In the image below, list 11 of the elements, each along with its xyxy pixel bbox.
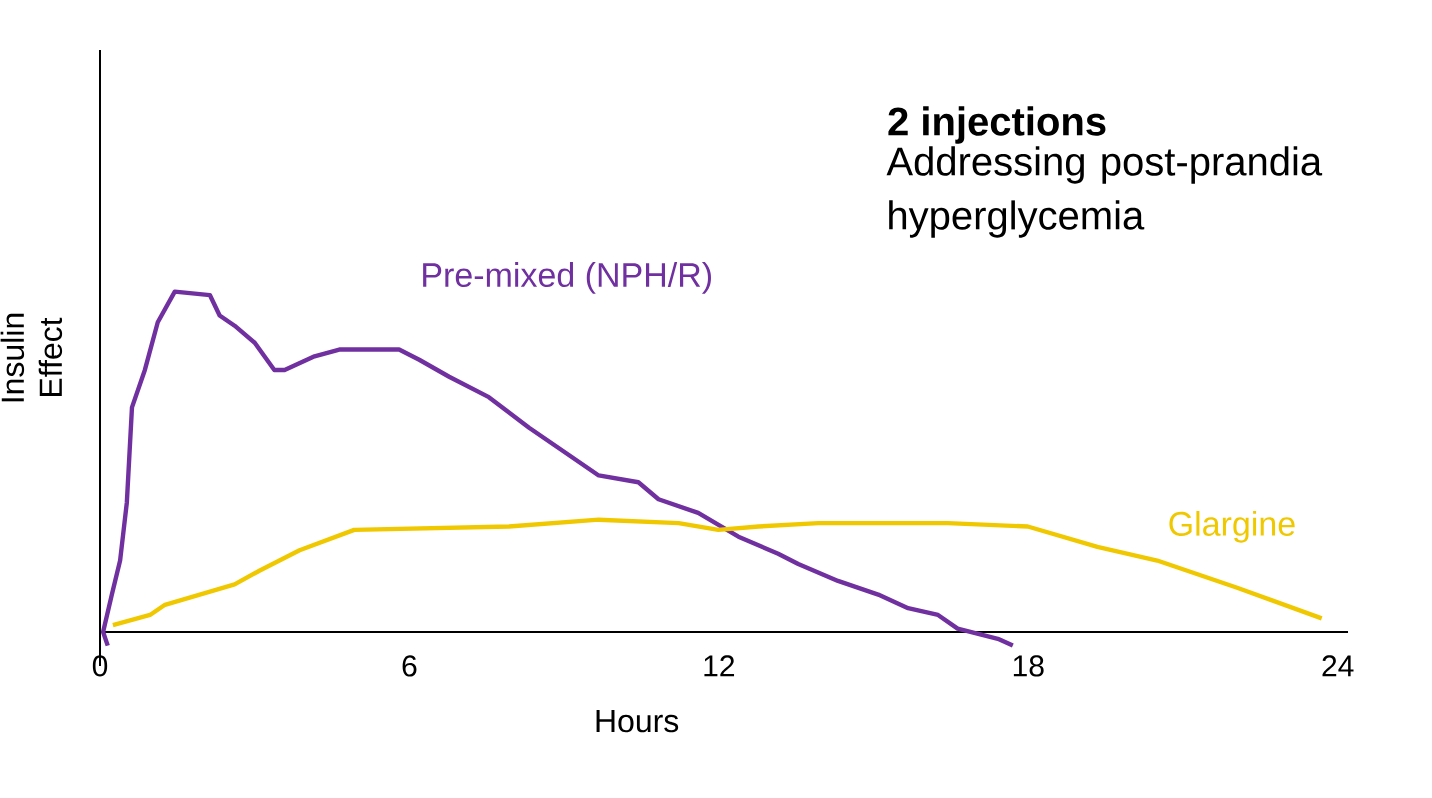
x-tick-label: 18 bbox=[1013, 655, 1044, 677]
x-axis-title: Hours bbox=[596, 710, 679, 733]
x-tick-label: 0 bbox=[92, 655, 108, 677]
x-tick-label: 12 bbox=[704, 655, 735, 677]
chart-subtitle: Addressing post-prandia hyperglycemia bbox=[886, 146, 1323, 238]
x-tick-label: 24 bbox=[1322, 655, 1354, 677]
series-label: Glargine bbox=[1169, 510, 1295, 543]
series-label: Pre-mixed (NPH/R) bbox=[423, 262, 711, 294]
y-axis-title: Insulin Effect bbox=[0, 313, 63, 402]
chart-title: 2 injections bbox=[888, 106, 1106, 144]
x-tick-label: 6 bbox=[402, 655, 417, 677]
